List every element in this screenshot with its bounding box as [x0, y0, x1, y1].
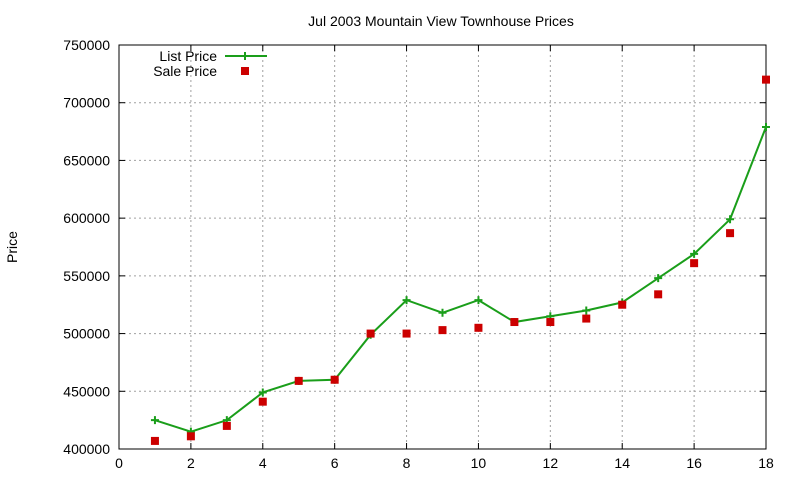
chart-title: Jul 2003 Mountain View Townhouse Prices	[308, 13, 574, 29]
y-tick-label: 700000	[63, 95, 110, 111]
sale-price-point	[330, 375, 339, 384]
sale-price-point	[762, 75, 770, 84]
list-price-point	[150, 416, 159, 425]
sale-price-point	[654, 290, 663, 299]
sale-price-point	[150, 436, 159, 445]
sale-price-point	[546, 318, 555, 327]
list-price-point	[690, 249, 699, 258]
sale-price-point	[258, 397, 267, 406]
x-tick-label: 16	[686, 455, 702, 471]
grid-lines	[119, 45, 766, 449]
y-axis-label: Price	[4, 231, 20, 263]
x-tick-label: 10	[471, 455, 487, 471]
list-price-point	[726, 215, 735, 224]
y-tick-label: 750000	[63, 37, 110, 53]
legend-marker-list-price	[241, 52, 249, 60]
x-tick-label: 6	[331, 455, 339, 471]
list-price-point	[438, 308, 447, 317]
x-tick-label: 14	[614, 455, 630, 471]
sale-price-point	[438, 326, 447, 335]
y-tick-label: 400000	[63, 441, 110, 457]
x-tick-label: 2	[187, 455, 195, 471]
sale-price-point	[690, 259, 699, 268]
legend: List Price Sale Price	[153, 48, 267, 79]
list-price-point	[402, 296, 411, 305]
list-price-point	[762, 122, 770, 131]
series-layer	[150, 75, 770, 445]
list-price-point	[258, 388, 267, 397]
sale-price-point	[474, 323, 483, 332]
list-price-point	[474, 296, 483, 305]
sale-price-point	[726, 229, 735, 238]
sale-price-point	[402, 329, 411, 338]
y-tick-label: 650000	[63, 152, 110, 168]
x-tick-label: 18	[758, 455, 774, 471]
y-tick-label: 500000	[63, 326, 110, 342]
x-tick-label: 8	[403, 455, 411, 471]
legend-label-list-price: List Price	[159, 48, 217, 64]
plot-frame	[118, 44, 767, 450]
sale-price-point	[618, 300, 627, 309]
list-price-point	[582, 306, 591, 315]
sale-price-point	[186, 432, 195, 441]
x-tick-label: 0	[115, 455, 123, 471]
axis-ticks: 0 2 4 6 8 10 12 14 16 18 400000 450000 500000 550000 6…	[63, 37, 774, 471]
list-price-line	[154, 126, 767, 433]
sale-price-point	[582, 314, 591, 323]
legend-marker-sale-price	[241, 67, 249, 75]
legend-label-sale-price: Sale Price	[153, 63, 217, 79]
y-tick-label: 450000	[63, 383, 110, 399]
sale-price-point	[294, 376, 303, 385]
y-tick-label: 600000	[63, 210, 110, 226]
x-tick-label: 12	[543, 455, 559, 471]
sale-price-point	[366, 329, 375, 338]
sale-price-point	[510, 318, 519, 327]
y-tick-label: 550000	[63, 268, 110, 284]
list-price-point	[654, 274, 663, 283]
x-tick-label: 4	[259, 455, 267, 471]
sale-price-point	[222, 421, 231, 430]
